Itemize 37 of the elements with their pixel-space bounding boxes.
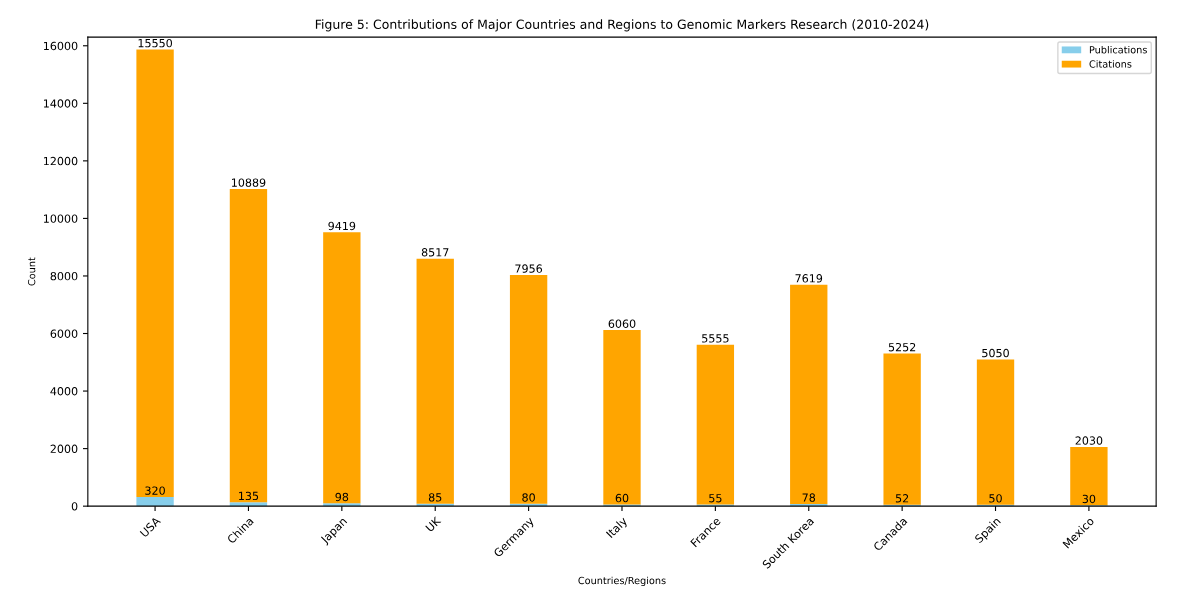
data-label: 98 (335, 492, 349, 502)
data-label: 10889 (232, 178, 266, 187)
y-axis-title: Count (27, 257, 36, 286)
data-label: 78 (802, 493, 816, 502)
data-label: 7619 (795, 274, 823, 283)
y-tick-label: 4000 (50, 387, 78, 396)
data-label: 5555 (702, 334, 729, 343)
data-label: 55 (709, 494, 722, 503)
y-tick-label: 14000 (43, 99, 78, 108)
y-tick-label: 10000 (43, 214, 78, 223)
y-tick-label: 6000 (50, 329, 78, 338)
data-label: 52 (895, 494, 909, 503)
data-label: 30 (1082, 494, 1096, 504)
y-tick-label: 2000 (50, 444, 78, 453)
data-label: 80 (522, 493, 535, 502)
data-label: 50 (989, 494, 1002, 503)
x-axis-title: Countries/Regions (578, 576, 666, 587)
data-label: 15550 (138, 38, 173, 48)
data-label: 320 (145, 486, 165, 495)
data-label: 135 (239, 491, 259, 501)
chart-title: Figure 5: Contributions of Major Countries and Regions to Genomic Markers Research (2010-2024) (315, 19, 929, 32)
legend-label: Citations (1089, 60, 1132, 68)
data-label: 7956 (515, 264, 543, 273)
y-tick-label: 16000 (43, 41, 78, 51)
y-tick-label: 0 (71, 502, 78, 511)
y-tick-label: 8000 (50, 271, 78, 281)
data-label: 2030 (1075, 436, 1103, 445)
legend-label: Publications (1089, 45, 1147, 54)
data-label: 5252 (888, 342, 916, 352)
data-label: 8517 (421, 248, 449, 257)
data-label: 60 (615, 493, 629, 503)
data-label: 9419 (328, 221, 356, 231)
x-tick-label: UK (425, 515, 442, 533)
data-label: 85 (428, 493, 442, 502)
data-label: 5050 (982, 348, 1009, 358)
data-label: 6060 (608, 319, 636, 328)
y-tick-label: 12000 (43, 156, 78, 166)
